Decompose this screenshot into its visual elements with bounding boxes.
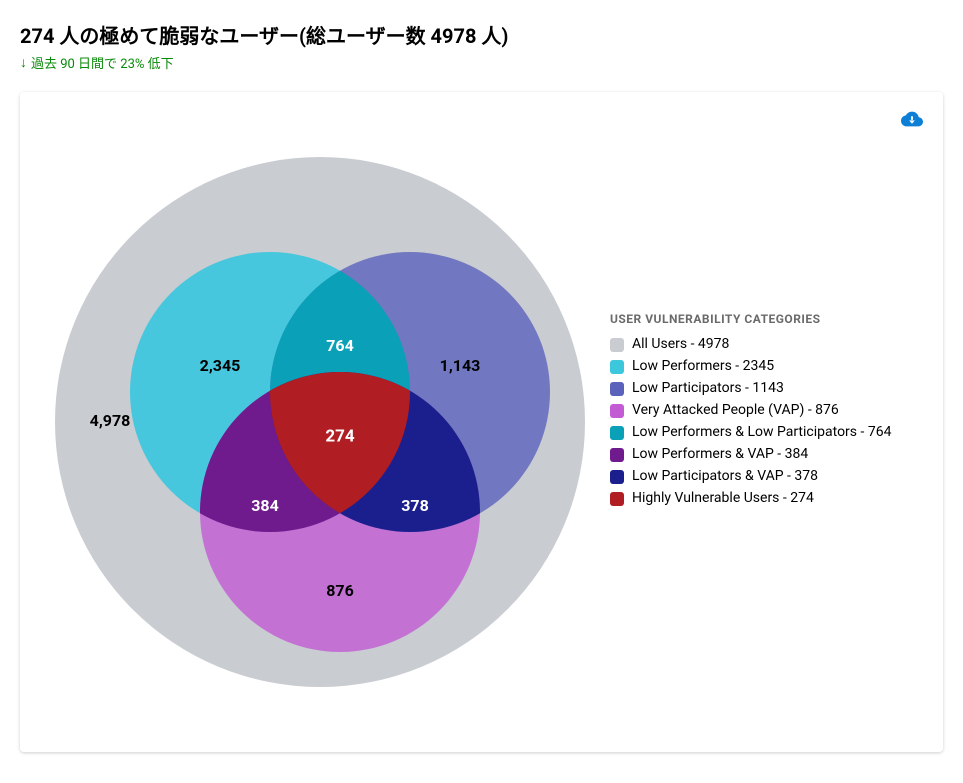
legend-label: All Users - 4978 — [632, 334, 729, 355]
legend-item[interactable]: Low Performers & Low Participators - 764 — [610, 422, 891, 443]
legend-items: All Users - 4978Low Performers - 2345Low… — [610, 334, 891, 509]
trend-subtitle: ↓ 過去 90 日間で 23% 低下 — [20, 53, 943, 72]
venn-diagram: 4,978 2,345 1,143 876 764 384 378 274 — [40, 112, 600, 732]
trend-arrow-down-icon: ↓ — [20, 56, 27, 70]
legend-item[interactable]: Low Performers - 2345 — [610, 356, 891, 377]
legend-title: USER VULNERABILITY CATEGORIES — [610, 312, 891, 326]
venn-value-label: 876 — [326, 581, 354, 600]
legend-label: Low Performers - 2345 — [632, 356, 774, 377]
venn-value-label: 1,143 — [440, 356, 481, 375]
legend-label: Very Attacked People (VAP) - 876 — [632, 400, 839, 421]
legend-item[interactable]: Low Participators - 1143 — [610, 378, 891, 399]
chart-area: 4,978 2,345 1,143 876 764 384 378 274 USER VULN… — [40, 112, 923, 732]
legend-item[interactable]: Low Performers & VAP - 384 — [610, 444, 891, 465]
legend-swatch — [610, 426, 624, 440]
legend-swatch — [610, 360, 624, 374]
venn-value-label: 4,978 — [90, 411, 131, 430]
venn-value-label: 274 — [325, 426, 355, 446]
legend-label: Low Participators - 1143 — [632, 378, 784, 399]
legend-swatch — [610, 382, 624, 396]
venn-svg: 4,978 2,345 1,143 876 764 384 378 274 — [40, 112, 600, 732]
legend-label: Highly Vulnerable Users - 274 — [632, 488, 814, 509]
legend-item[interactable]: Highly Vulnerable Users - 274 — [610, 488, 891, 509]
legend: USER VULNERABILITY CATEGORIES All Users … — [610, 112, 891, 510]
trend-text: 過去 90 日間で 23% 低下 — [31, 53, 174, 72]
venn-value-label: 384 — [251, 496, 279, 515]
venn-value-label: 764 — [326, 336, 354, 355]
legend-label: Low Performers & VAP - 384 — [632, 444, 808, 465]
legend-label: Low Participators & VAP - 378 — [632, 466, 818, 487]
legend-label: Low Performers & Low Participators - 764 — [632, 422, 891, 443]
venn-value-label: 378 — [401, 496, 429, 515]
legend-swatch — [610, 470, 624, 484]
page-title: 274 人の極めて脆弱なユーザー(総ユーザー数 4978 人) — [20, 20, 943, 49]
legend-swatch — [610, 404, 624, 418]
legend-swatch — [610, 492, 624, 506]
chart-card: 4,978 2,345 1,143 876 764 384 378 274 USER VULN… — [20, 92, 943, 752]
page-header: 274 人の極めて脆弱なユーザー(総ユーザー数 4978 人) ↓ 過去 90 … — [20, 20, 943, 72]
legend-item[interactable]: All Users - 4978 — [610, 334, 891, 355]
legend-item[interactable]: Low Participators & VAP - 378 — [610, 466, 891, 487]
legend-swatch — [610, 338, 624, 352]
legend-swatch — [610, 448, 624, 462]
legend-item[interactable]: Very Attacked People (VAP) - 876 — [610, 400, 891, 421]
venn-value-label: 2,345 — [200, 356, 241, 375]
